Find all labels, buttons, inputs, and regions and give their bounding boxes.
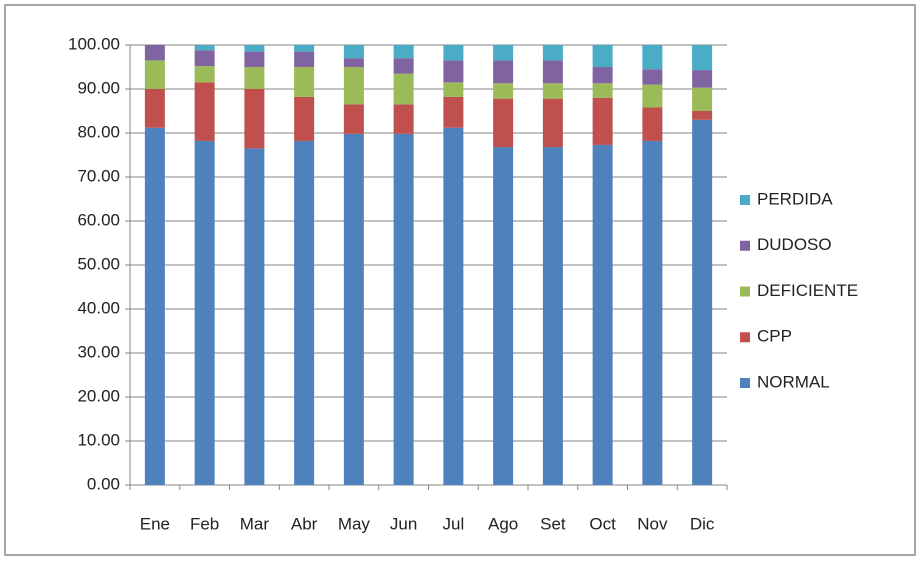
- bar-segment: [194, 82, 215, 141]
- y-tick-label: 60.00: [77, 210, 120, 229]
- legend-label: DEFICIENTE: [757, 281, 858, 300]
- y-tick-label: 80.00: [77, 122, 120, 141]
- bar-segment: [393, 58, 414, 74]
- x-tick-label: Dic: [690, 514, 715, 533]
- bar-segment: [542, 45, 563, 61]
- bar-segment: [493, 83, 514, 99]
- bar-segment: [144, 60, 165, 89]
- legend-label: CPP: [757, 327, 792, 346]
- x-tick-label: Oct: [589, 514, 616, 533]
- bar-segment: [692, 87, 713, 111]
- bar-segment: [294, 45, 315, 52]
- bar-segment: [294, 140, 315, 486]
- bar-segment: [592, 83, 613, 98]
- x-tick-label: Set: [540, 514, 566, 533]
- bar-segment: [692, 45, 713, 71]
- y-tick-label: 50.00: [77, 254, 120, 273]
- x-tick-label: Mar: [240, 514, 270, 533]
- bar-segment: [393, 45, 414, 59]
- bar-segment: [493, 98, 514, 148]
- bar-segment: [294, 96, 315, 141]
- x-tick-label: Feb: [190, 514, 219, 533]
- bar-segment: [542, 83, 563, 99]
- bar-segment: [692, 111, 713, 120]
- x-tick-label: Abr: [291, 514, 318, 533]
- x-tick-label: Ago: [488, 514, 518, 533]
- bar-segment: [343, 133, 364, 485]
- y-tick-label: 30.00: [77, 342, 120, 361]
- bar-segment: [443, 45, 464, 61]
- y-tick-label: 70.00: [77, 166, 120, 185]
- bar-segment: [343, 67, 364, 105]
- y-tick-label: 100.00: [68, 34, 120, 53]
- y-tick-label: 40.00: [77, 298, 120, 317]
- bar-segment: [343, 104, 364, 134]
- bar-segment: [343, 45, 364, 59]
- bar-segment: [443, 96, 464, 128]
- legend-swatch: [740, 378, 750, 388]
- bar-segment: [493, 45, 514, 61]
- bar-segment: [443, 127, 464, 485]
- legend-swatch: [740, 332, 750, 343]
- bar-segment: [542, 98, 563, 148]
- bar-segment: [393, 104, 414, 134]
- bar-segment: [493, 147, 514, 485]
- x-tick-label: May: [338, 514, 371, 533]
- x-tick-label: Ene: [140, 514, 170, 533]
- legend-swatch: [740, 240, 750, 251]
- y-tick-label: 90.00: [77, 78, 120, 97]
- y-tick-label: 0.00: [87, 474, 120, 493]
- y-tick-label: 10.00: [77, 430, 120, 449]
- bar-segment: [443, 60, 464, 83]
- bar-segment: [144, 89, 165, 128]
- bar-segment: [244, 45, 265, 52]
- bar-segment: [343, 58, 364, 67]
- bar-segment: [244, 89, 265, 149]
- bar-segment: [294, 67, 315, 97]
- y-tick-label: 20.00: [77, 386, 120, 405]
- bar-segment: [194, 66, 215, 83]
- bar-segment: [642, 69, 663, 85]
- legend-label: NORMAL: [757, 372, 830, 391]
- bar-segment: [194, 140, 215, 486]
- legend-swatch: [740, 195, 750, 205]
- bar-segment: [443, 82, 464, 97]
- bar-segment: [592, 45, 613, 67]
- bar-segment: [393, 133, 414, 485]
- bar-segment: [244, 51, 265, 67]
- bar-segment: [642, 140, 663, 486]
- bar-segment: [194, 50, 215, 67]
- bar-segment: [393, 73, 414, 105]
- bar-segment: [542, 60, 563, 84]
- bar-segment: [542, 147, 563, 485]
- bar-segment: [642, 107, 663, 141]
- bar-segment: [493, 60, 514, 84]
- x-tick-label: Jul: [443, 514, 465, 533]
- bar-segment: [294, 51, 315, 67]
- legend-label: PERDIDA: [757, 189, 833, 208]
- bar-segment: [592, 97, 613, 145]
- bar-segment: [642, 45, 663, 70]
- bar-segment: [692, 70, 713, 88]
- bar-segment: [642, 84, 663, 108]
- bar-segment: [244, 67, 265, 89]
- x-tick-label: Jun: [390, 514, 417, 533]
- legend-swatch: [740, 286, 750, 297]
- bar-segment: [592, 144, 613, 485]
- legend-label: DUDOSO: [757, 235, 832, 254]
- x-tick-label: Nov: [637, 514, 668, 533]
- bar-segment: [244, 148, 265, 485]
- bar-segment: [194, 45, 215, 51]
- bar-segment: [144, 45, 165, 61]
- bar-segment: [592, 67, 613, 84]
- bar-segment: [692, 119, 713, 486]
- bar-segment: [144, 127, 165, 485]
